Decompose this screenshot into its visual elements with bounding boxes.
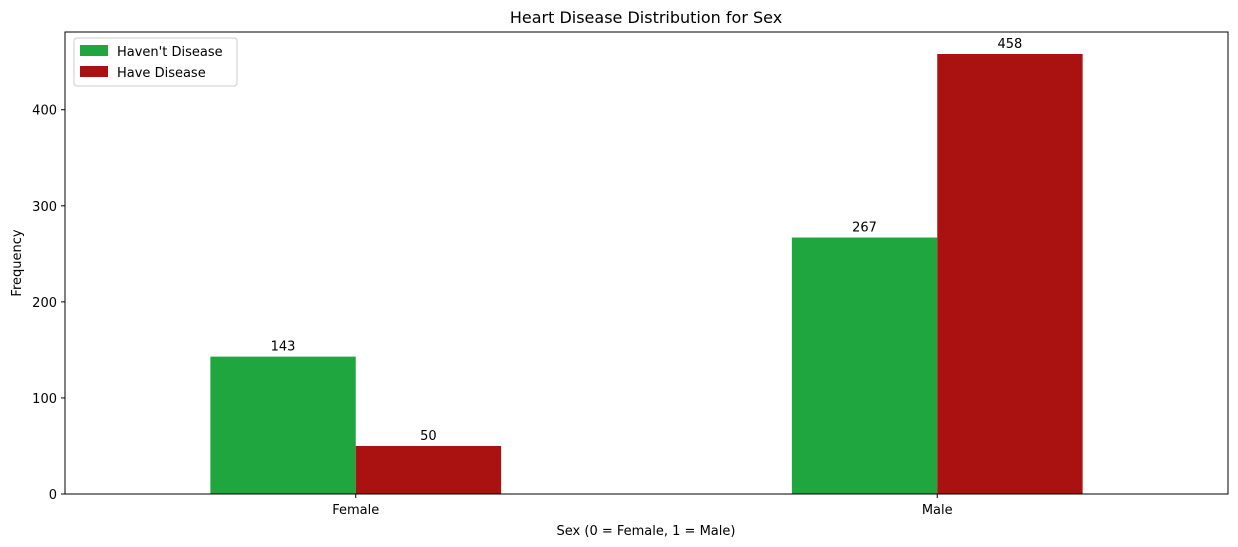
legend: Haven't Disease Have Disease xyxy=(73,37,238,87)
y-tick-label: 100 xyxy=(32,392,57,407)
y-tick-label: 0 xyxy=(49,488,57,503)
bar-male-series-1 xyxy=(937,54,1083,494)
bar-female-series-0 xyxy=(210,356,356,494)
legend-swatch xyxy=(80,66,108,77)
legend-label: Have Disease xyxy=(117,66,206,81)
bar-male-series-0 xyxy=(791,237,938,494)
x-axis-label: Sex (0 = Female, 1 = Male) xyxy=(557,524,736,539)
legend-label: Haven't Disease xyxy=(117,45,223,60)
y-tick-label: 200 xyxy=(32,296,57,311)
x-tick-label: Female xyxy=(332,503,379,518)
bar-value-label: 143 xyxy=(271,340,296,355)
bar-value-label: 50 xyxy=(420,429,437,444)
legend-box xyxy=(73,37,238,87)
bar-value-label: 458 xyxy=(998,37,1023,52)
bar-value-label: 267 xyxy=(852,220,877,235)
y-tick-label: 300 xyxy=(32,200,57,215)
y-axis-label: Frequency xyxy=(10,229,25,296)
y-tick-label: 400 xyxy=(32,104,57,119)
bar-female-series-1 xyxy=(355,445,502,494)
chart-title: Heart Disease Distribution for Sex xyxy=(510,8,782,27)
legend-swatch xyxy=(80,45,108,56)
x-tick-label: Male xyxy=(922,503,953,518)
plot-area: 143 267 50 458 0 100 200 300 400 Female Male xyxy=(32,31,1229,518)
axes-frame xyxy=(64,31,1229,495)
